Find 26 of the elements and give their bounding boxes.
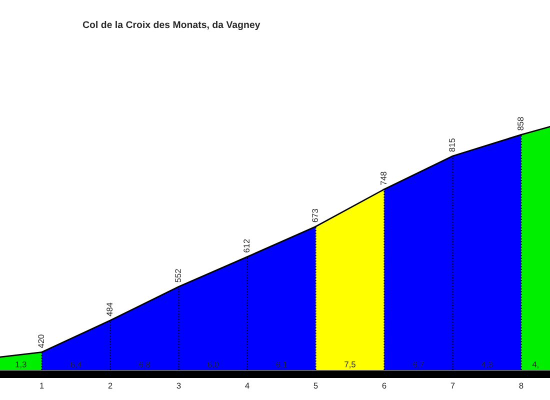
x-tick-label: 1 — [40, 382, 44, 389]
data-label: 612 — [244, 239, 250, 252]
data-label: 420 — [38, 334, 44, 348]
x-tick-label: 3 — [176, 382, 181, 389]
x-tick-label: 6 — [382, 382, 386, 389]
data-label: 484 — [106, 302, 113, 316]
annotation: 7,5 — [344, 362, 356, 368]
data-label: 748 — [380, 172, 386, 185]
data-label: 552 — [175, 269, 182, 282]
data-label: 858 — [518, 117, 524, 130]
x-tick-label: 4 — [245, 382, 250, 389]
data-label: 815 — [449, 138, 455, 152]
annotation: 6,8 — [139, 361, 150, 368]
annotation: 4, — [532, 362, 538, 368]
chart-title: Col de la Croix des Monats, da Vagney — [82, 20, 260, 30]
x-tick-label: 2 — [108, 382, 112, 389]
annotation: 6,4 — [70, 361, 82, 368]
annotation: 6,0 — [208, 361, 218, 368]
annotation: 6,7 — [413, 361, 424, 368]
x-tick-label: 5 — [314, 382, 318, 389]
x-tick-label: 8 — [519, 382, 524, 389]
annotation: 1,3 — [16, 361, 26, 368]
annotation: 4,3 — [481, 361, 492, 368]
annotation: 6,1 — [276, 361, 287, 368]
data-label: 673 — [312, 209, 318, 222]
x-tick-label: 7 — [450, 382, 455, 389]
